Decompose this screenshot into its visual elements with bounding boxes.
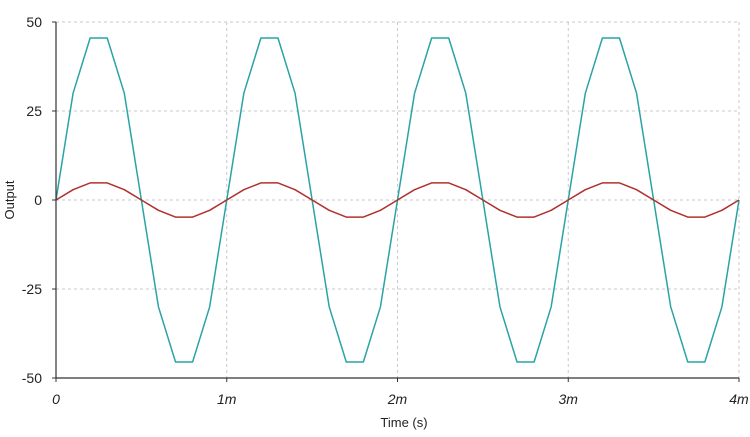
- x-tick-label: 4m: [729, 391, 749, 407]
- x-tick-label: 2m: [387, 391, 408, 407]
- x-tick-label: 0: [52, 391, 60, 407]
- x-tick-label: 3m: [559, 391, 579, 407]
- y-tick-label: -50: [22, 370, 42, 386]
- series-group: [55, 37, 740, 363]
- x-tick-label: 1m: [217, 391, 237, 407]
- y-tick-label: 50: [26, 14, 42, 30]
- y-tick-label: 25: [26, 103, 42, 119]
- y-tick-label: -25: [22, 281, 42, 297]
- y-tick-label: 0: [34, 192, 42, 208]
- x-axis-label: Time (s): [380, 415, 427, 430]
- y-axis-label: Output: [2, 180, 17, 219]
- tick-labels: 50 25 0 -25 -50 0 1m 2m 3m 4m: [22, 14, 749, 407]
- series-line-2: [55, 182, 740, 218]
